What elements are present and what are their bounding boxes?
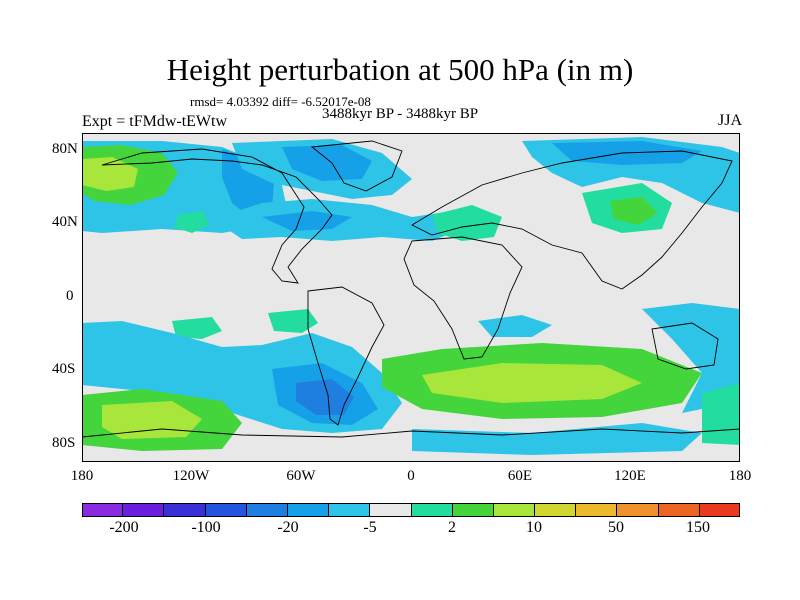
colorbar-swatch	[411, 503, 453, 517]
lat-label-80s: 80S	[52, 435, 76, 451]
colorbar-swatch	[576, 503, 618, 517]
colorbar-swatch	[617, 503, 659, 517]
colorbar-swatch	[287, 503, 330, 517]
contour-neg-greenland-inner	[282, 145, 372, 181]
lat-label-40n: 40N	[52, 214, 78, 230]
contour-pos-mediterranean	[432, 205, 502, 241]
colorbar-swatch	[535, 503, 577, 517]
plot-title: Height perturbation at 500 hPa (in m)	[166, 52, 634, 87]
colorbar-swatch	[699, 503, 740, 517]
lon-label-120w: 120W	[172, 468, 210, 484]
season-label: JJA	[717, 112, 742, 129]
colorbar-label: 10	[526, 519, 542, 536]
lat-label-80n: 80N	[52, 141, 78, 157]
map-frame	[82, 133, 740, 462]
colorbar-swatch	[205, 503, 247, 517]
contour-pos-antarctic-east	[702, 383, 740, 445]
contour-pos-south-pacific	[172, 317, 222, 339]
colorbar-label: -100	[191, 519, 221, 536]
antarctica-outline	[82, 428, 740, 438]
colorbar	[82, 503, 740, 517]
australia-outline	[651, 322, 719, 370]
contour-pos-south-atlantic-inner	[422, 363, 642, 403]
colorbar-label: -5	[363, 519, 377, 536]
lon-label-60w: 60W	[286, 468, 316, 484]
lat-label-40s: 40S	[52, 361, 76, 377]
experiment-label: Expt = tFMdw-tEWtw	[82, 113, 228, 130]
north-america-outline	[101, 148, 333, 284]
contour-neg-antarctic	[412, 423, 702, 455]
colorbar-label: 2	[448, 519, 456, 536]
colorbar-swatch	[493, 503, 536, 517]
anomaly-map	[82, 133, 740, 462]
contour-pos-central-asia-inner	[610, 197, 658, 225]
colorbar-swatch	[370, 503, 412, 517]
coastlines	[82, 140, 740, 438]
contour-pos-north-pacific-inner	[82, 157, 138, 191]
eurasia-outline	[411, 150, 733, 290]
colorbar-label: 50	[608, 519, 624, 536]
colorbar-label: -20	[277, 519, 299, 536]
colorbar-swatch	[82, 503, 124, 517]
lon-label-120e: 120E	[614, 468, 646, 484]
greenland-outline	[310, 140, 403, 192]
contour-pos-south-america	[268, 309, 318, 333]
stats-label: rmsd= 4.03392 diff= -6.52017e-08	[190, 94, 371, 109]
colorbar-swatch	[246, 503, 288, 517]
contour-neg-australia	[642, 303, 740, 413]
contour-neg-north-atlantic-inner	[262, 211, 352, 231]
colorbar-swatch	[658, 503, 700, 517]
south-america-outline	[307, 286, 385, 426]
contour-neg-south-pacific-core	[296, 379, 354, 415]
colorbar-swatch	[329, 503, 371, 517]
colorbar-label: 150	[686, 519, 710, 536]
colorbar-swatch	[123, 503, 165, 517]
colorbar-label: -200	[109, 519, 139, 536]
lat-label-eq: 0	[66, 288, 74, 304]
colorbar-swatch	[452, 503, 494, 517]
contour-pos-atlantic-small	[174, 211, 210, 233]
lon-label-180e: 180	[728, 468, 752, 484]
lon-label-60e: 60E	[507, 468, 533, 484]
lon-label-0: 0	[407, 468, 415, 484]
contour-pos-south-pacific-band-inner	[102, 401, 202, 439]
lon-label-180w: 180	[70, 468, 94, 484]
africa-outline	[403, 236, 523, 360]
period-label: 3488kyr BP - 3488kyr BP	[322, 106, 479, 122]
colorbar-swatch	[164, 503, 206, 517]
